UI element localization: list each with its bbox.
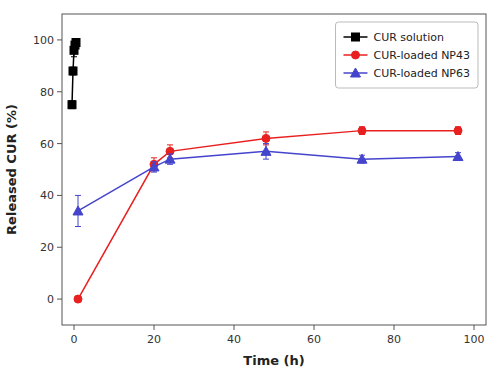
point bbox=[149, 162, 159, 171]
y-tick-label: 40 bbox=[40, 189, 54, 202]
legend-label: CUR-loaded NP43 bbox=[373, 49, 470, 62]
error-bar bbox=[455, 127, 461, 135]
series-line bbox=[78, 151, 458, 211]
y-tick-label: 0 bbox=[47, 293, 54, 306]
y-tick bbox=[57, 247, 62, 248]
legend: CUR solution CUR-loaded NP43 CUR-loaded NP… bbox=[335, 22, 478, 88]
x-tick bbox=[474, 325, 475, 330]
x-tick-label: 40 bbox=[227, 333, 241, 346]
x-tick-label: 20 bbox=[147, 333, 161, 346]
legend-label: CUR-loaded NP63 bbox=[373, 67, 470, 80]
legend-marker bbox=[350, 68, 360, 77]
series bbox=[68, 39, 80, 109]
point bbox=[165, 154, 175, 163]
x-tick bbox=[74, 325, 75, 330]
y-tick bbox=[57, 143, 62, 144]
legend-box bbox=[335, 22, 478, 88]
chart: 0 20 40 60 80 100 0 20 40 60 80 100 Time (h) Released… bbox=[0, 0, 500, 375]
x-tick-label: 80 bbox=[387, 333, 401, 346]
error-bar bbox=[263, 132, 269, 145]
x-tick bbox=[394, 325, 395, 330]
y-tick bbox=[57, 91, 62, 92]
point bbox=[261, 146, 271, 155]
series bbox=[73, 144, 463, 227]
x-tick bbox=[234, 325, 235, 330]
error-bar bbox=[73, 39, 79, 47]
point bbox=[358, 127, 366, 135]
y-tick bbox=[57, 299, 62, 300]
y-tick-label: 100 bbox=[33, 34, 54, 47]
y-tick-label: 80 bbox=[40, 86, 54, 99]
legend-label: CUR solution bbox=[373, 31, 443, 44]
x-axis-label: Time (h) bbox=[243, 353, 304, 368]
y-tick bbox=[57, 195, 62, 196]
point bbox=[74, 295, 82, 303]
page: {"chart_data": { "type": "line", "xlabel… bbox=[0, 0, 500, 375]
y-axis-label: Released CUR (%) bbox=[4, 104, 19, 235]
legend-marker bbox=[351, 51, 359, 59]
point bbox=[454, 127, 462, 135]
point bbox=[453, 152, 463, 161]
error-bar bbox=[359, 127, 365, 135]
y-tick bbox=[57, 39, 62, 40]
point bbox=[357, 154, 367, 163]
error-bar bbox=[70, 67, 76, 75]
y-tick-label: 20 bbox=[40, 241, 54, 254]
series bbox=[74, 127, 462, 303]
plot-frame bbox=[62, 14, 486, 325]
point bbox=[73, 206, 83, 215]
chart-container: 0 20 40 60 80 100 0 20 40 60 80 100 Time (h) Released… bbox=[0, 0, 500, 375]
x-tick bbox=[314, 325, 315, 330]
point bbox=[262, 134, 270, 142]
point bbox=[69, 67, 77, 75]
point bbox=[68, 101, 76, 109]
x-tick-label: 100 bbox=[464, 333, 485, 346]
x-tick-label: 0 bbox=[71, 333, 78, 346]
y-tick-label: 60 bbox=[40, 138, 54, 151]
error-bar bbox=[69, 101, 75, 109]
legend-marker bbox=[351, 33, 359, 41]
x-tick bbox=[154, 325, 155, 330]
x-tick-label: 60 bbox=[307, 333, 321, 346]
point bbox=[72, 39, 80, 47]
series-line bbox=[78, 131, 458, 299]
